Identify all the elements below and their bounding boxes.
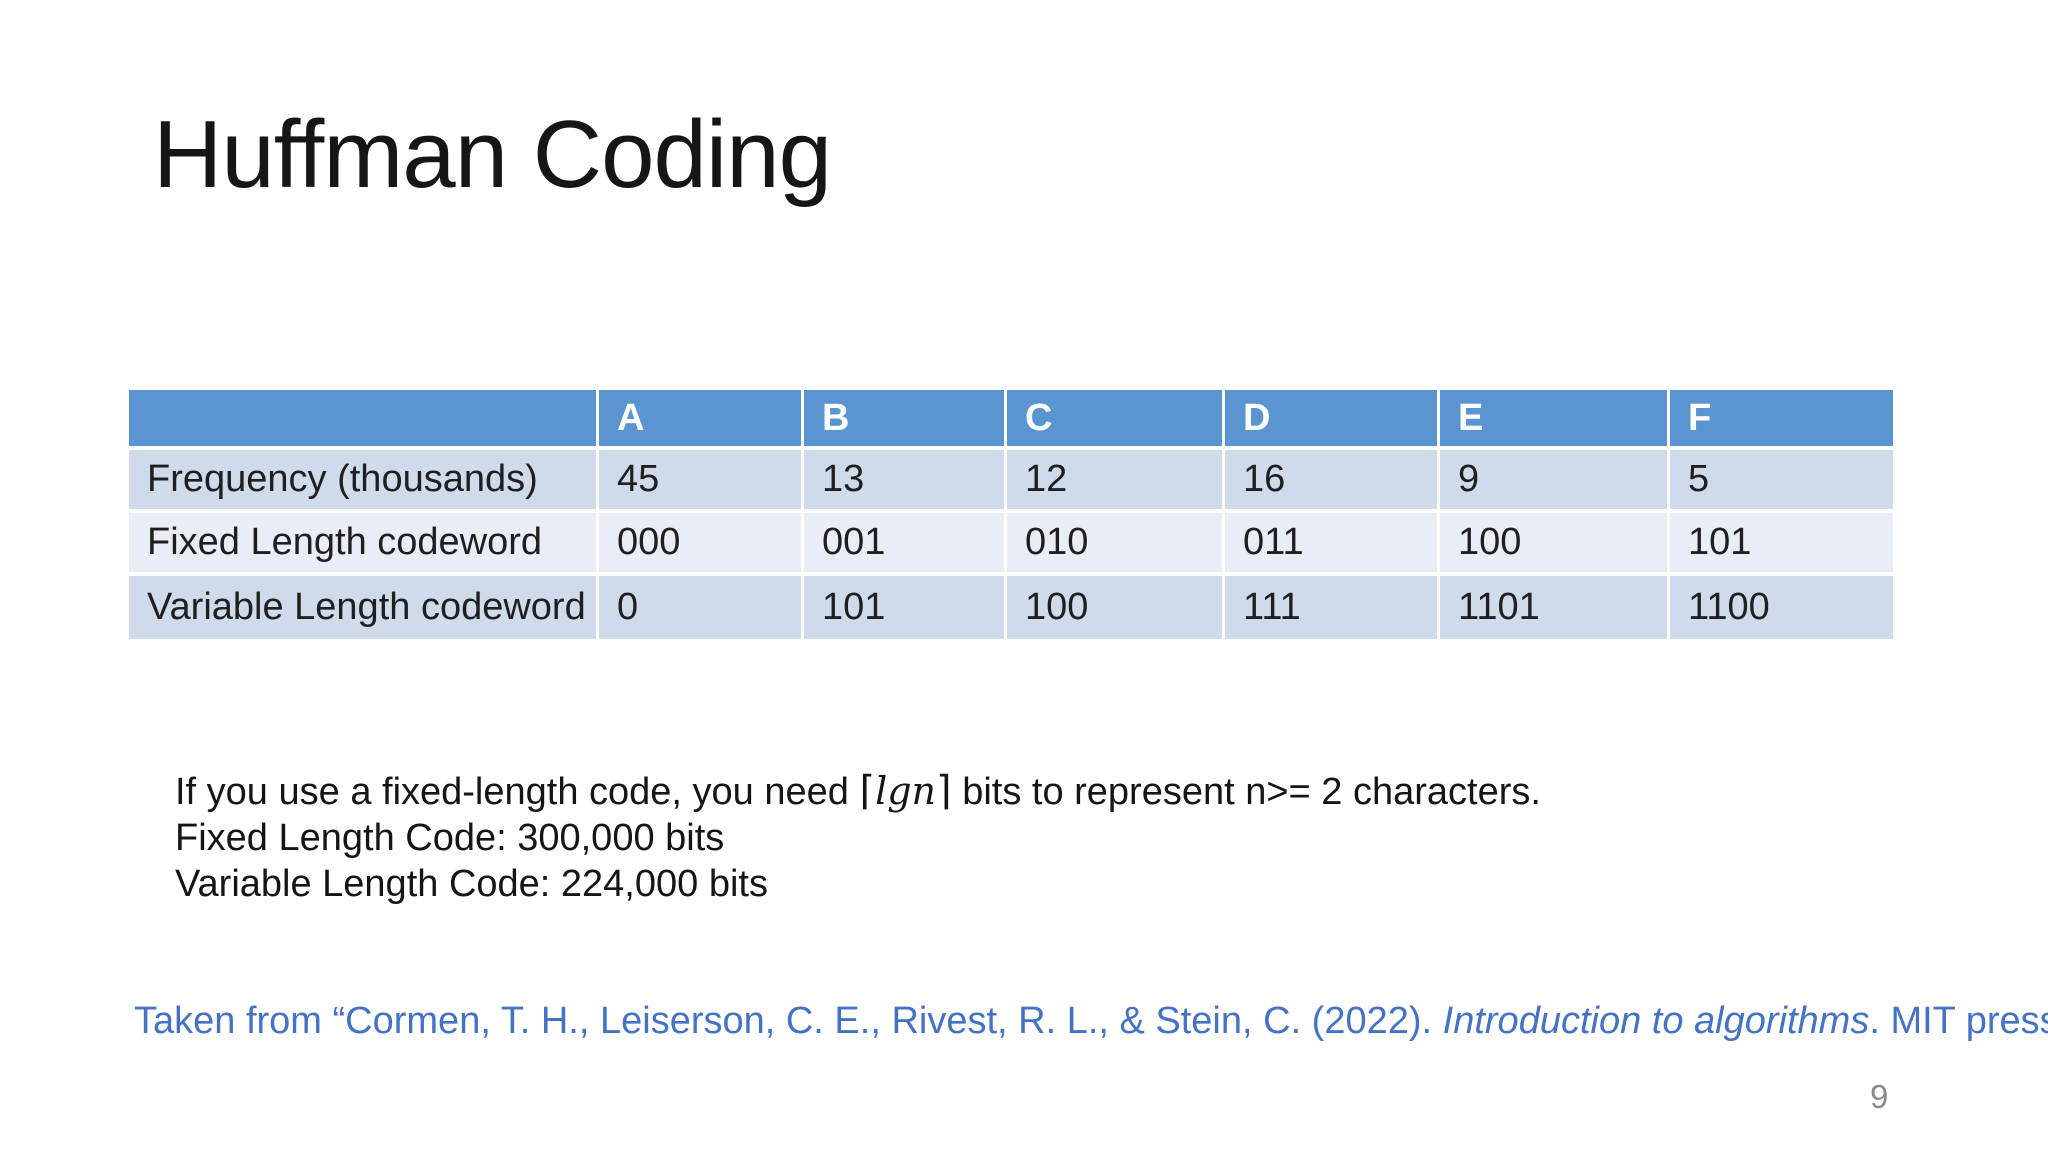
citation-prefix: Taken from “Cormen, T. H., Leiserson, C.… xyxy=(134,1000,1443,1042)
row-label: Frequency (thousands) xyxy=(129,450,599,513)
huffman-table: A B C D E F Frequency (thousands) 45 13 … xyxy=(129,390,1893,639)
notes-line-variable-length-bits: Variable Length Code: 224,000 bits xyxy=(175,863,768,905)
table-cell: 101 xyxy=(1670,513,1893,576)
table-cell: 101 xyxy=(804,576,1007,639)
slide-title: Huffman Coding xyxy=(153,101,832,208)
table-header-row: A B C D E F xyxy=(129,390,1893,450)
table-cell: 011 xyxy=(1225,513,1440,576)
ceiling-open-bracket: ⌈ xyxy=(859,768,876,814)
row-label: Fixed Length codeword xyxy=(129,513,599,576)
table-cell: 9 xyxy=(1440,450,1670,513)
table-cell: 12 xyxy=(1007,450,1225,513)
table-cell: 100 xyxy=(1440,513,1670,576)
table-cell: 5 xyxy=(1670,450,1893,513)
table-row-variable-length: Variable Length codeword 0 101 100 111 1… xyxy=(129,576,1893,639)
row-label: Variable Length codeword xyxy=(129,576,599,639)
citation-book-title: Introduction to algorithms xyxy=(1442,1000,1870,1042)
table-cell: 000 xyxy=(599,513,804,576)
citation: Taken from “Cormen, T. H., Leiserson, C.… xyxy=(134,1000,2048,1043)
table-row-frequency: Frequency (thousands) 45 13 12 16 9 5 xyxy=(129,450,1893,513)
table-cell: 100 xyxy=(1007,576,1225,639)
column-header-b: B xyxy=(804,390,1007,450)
table-cell: 0 xyxy=(599,576,804,639)
column-header-c: C xyxy=(1007,390,1225,450)
table-corner-cell xyxy=(129,390,599,450)
column-header-d: D xyxy=(1225,390,1440,450)
ceiling-close-bracket: ⌉ xyxy=(936,768,952,814)
table-cell: 16 xyxy=(1225,450,1440,513)
notes-line-fixed-length-bits: Fixed Length Code: 300,000 bits xyxy=(175,817,725,859)
notes-block: If you use a fixed-length code, you need… xyxy=(175,768,1541,907)
table-cell: 001 xyxy=(804,513,1007,576)
table-cell: 1101 xyxy=(1440,576,1670,639)
column-header-f: F xyxy=(1670,390,1893,450)
table-cell: 45 xyxy=(599,450,804,513)
notes-line-fixed-length-rule: If you use a fixed-length code, you need… xyxy=(175,768,1541,814)
citation-suffix: . MIT press”. xyxy=(1869,1000,2048,1042)
column-header-a: A xyxy=(599,390,804,450)
table-cell: 111 xyxy=(1225,576,1440,639)
table-cell: 010 xyxy=(1007,513,1225,576)
math-lgn: lgn xyxy=(875,769,937,813)
table-cell: 1100 xyxy=(1670,576,1893,639)
table-cell: 13 xyxy=(804,450,1007,513)
page-number: 9 xyxy=(1870,1078,1889,1115)
table-row-fixed-length: Fixed Length codeword 000 001 010 011 10… xyxy=(129,513,1893,576)
column-header-e: E xyxy=(1440,390,1670,450)
